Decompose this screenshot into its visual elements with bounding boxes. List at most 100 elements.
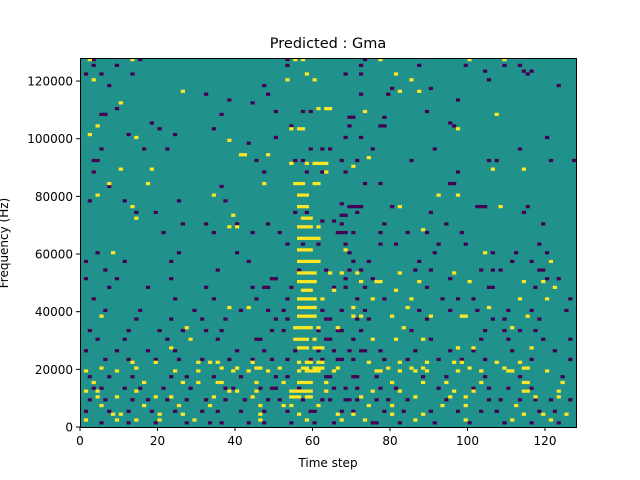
- x-tick-label: 20: [150, 434, 165, 448]
- heatmap-cell-high: [91, 380, 96, 385]
- heatmap-cell-high: [541, 279, 546, 284]
- heatmap-cell-low: [455, 409, 461, 413]
- heatmap-cell-high: [134, 366, 139, 370]
- heatmap-cell-high: [316, 360, 321, 364]
- heatmap-cell-low: [273, 109, 278, 114]
- heatmap-cell-high: [413, 369, 418, 373]
- heatmap-cell-low: [374, 375, 379, 379]
- heatmap-cell-low: [370, 421, 375, 425]
- heatmap-cell-low: [343, 386, 348, 390]
- heatmap-cell-high: [304, 360, 309, 364]
- heatmap-cell-high: [308, 297, 313, 301]
- heatmap-cell-low: [289, 285, 294, 289]
- heatmap-cell-high: [83, 369, 89, 373]
- heatmap-cell-low: [293, 158, 298, 163]
- heatmap-cell-low: [250, 101, 255, 105]
- heatmap-cell-low: [99, 72, 104, 76]
- heatmap-cell-high: [359, 314, 364, 318]
- heatmap-cell-high: [328, 107, 333, 111]
- heatmap-cell-low: [192, 308, 197, 313]
- heatmap-cell-high: [215, 360, 220, 364]
- heatmap-cell-low: [320, 147, 325, 151]
- heatmap-cell-low: [219, 184, 224, 189]
- heatmap-cell-high: [297, 181, 302, 186]
- x-tick-label: 0: [76, 434, 84, 448]
- heatmap-cell-low: [258, 386, 263, 390]
- heatmap-cell-low: [83, 72, 89, 76]
- heatmap-cell-low: [494, 409, 499, 413]
- heatmap-cell-high: [552, 285, 557, 289]
- heatmap-cell-high: [490, 167, 495, 171]
- heatmap-cell-high: [235, 225, 240, 229]
- heatmap-cell-high: [533, 395, 538, 399]
- heatmap-cell-high: [343, 248, 348, 252]
- heatmap-cell-low: [568, 398, 573, 402]
- heatmap-cell-high: [413, 418, 418, 422]
- heatmap-cell-high: [227, 389, 232, 393]
- heatmap-cells: [80, 58, 577, 427]
- heatmap-cell-high: [316, 181, 321, 186]
- heatmap-cell-low: [347, 251, 352, 255]
- heatmap-cell-high: [548, 418, 554, 422]
- heatmap-cell-high: [227, 225, 232, 229]
- heatmap-cell-high: [250, 360, 255, 364]
- heatmap-cell-low: [366, 317, 371, 321]
- heatmap-cell-low: [529, 386, 534, 390]
- y-tick-label: 40000: [35, 305, 73, 319]
- heatmap-cell-low: [320, 170, 325, 174]
- y-tick-label: 60000: [35, 248, 73, 262]
- heatmap-cell-low: [277, 398, 282, 402]
- heatmap-cell-high: [452, 271, 457, 275]
- heatmap-cell-low: [103, 357, 108, 362]
- heatmap-cell-high: [312, 369, 317, 373]
- heatmap-cell-low: [153, 357, 158, 362]
- heatmap-cell-high: [134, 418, 139, 422]
- heatmap-cell-low: [91, 297, 96, 301]
- heatmap-cell-high: [556, 395, 561, 399]
- heatmap-cell-low: [517, 63, 523, 67]
- heatmap-cell-high: [424, 369, 430, 373]
- heatmap-cell-high: [335, 412, 340, 416]
- heatmap-cell-high: [180, 380, 185, 385]
- heatmap-cell-high: [300, 259, 306, 264]
- heatmap-cell-high: [95, 124, 100, 128]
- heatmap-cell-high: [297, 248, 302, 252]
- heatmap-cell-low: [339, 328, 344, 333]
- heatmap-cell-low: [293, 349, 298, 353]
- heatmap-cell-low: [448, 121, 453, 125]
- heatmap-cell-high: [525, 389, 530, 393]
- heatmap-cell-high: [297, 193, 302, 197]
- heatmap-cell-high: [118, 101, 123, 105]
- heatmap-cell-low: [103, 112, 108, 116]
- heatmap-cell-high: [331, 288, 337, 292]
- heatmap-cell-high: [471, 346, 476, 350]
- heatmap-cell-low: [204, 285, 209, 289]
- heatmap-cell-low: [541, 268, 546, 272]
- heatmap-cell-low: [533, 398, 538, 402]
- heatmap-cell-low: [417, 259, 422, 264]
- heatmap-cell-high: [304, 380, 309, 385]
- heatmap-cell-low: [91, 58, 96, 62]
- heatmap-cell-low: [529, 421, 534, 425]
- heatmap-cell-high: [308, 236, 313, 240]
- heatmap-cell-high: [169, 395, 174, 399]
- heatmap-cell-high: [390, 380, 395, 385]
- heatmap-cell-high: [355, 271, 360, 275]
- heatmap-cell-high: [99, 366, 104, 370]
- heatmap-cell-high: [95, 193, 100, 197]
- heatmap-cell-low: [223, 386, 228, 390]
- heatmap-cell-low: [161, 230, 166, 235]
- heatmap-cell-low: [269, 328, 275, 333]
- heatmap-cell-low: [351, 337, 356, 341]
- heatmap-cell-low: [424, 230, 430, 235]
- heatmap-cell-low: [351, 375, 356, 379]
- heatmap-cell-low: [184, 398, 189, 402]
- heatmap-cell-high: [328, 271, 333, 275]
- heatmap-cell-high: [370, 389, 375, 393]
- heatmap-cell-high: [421, 366, 426, 370]
- heatmap-cell-low: [517, 328, 523, 333]
- heatmap-cell-low: [87, 398, 92, 402]
- heatmap-cell-high: [312, 337, 317, 341]
- heatmap-cell-high: [448, 395, 453, 399]
- heatmap-cell-low: [506, 337, 511, 341]
